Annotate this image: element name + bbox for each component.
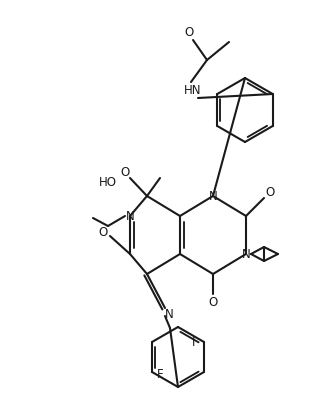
Text: O: O bbox=[208, 295, 218, 308]
Text: O: O bbox=[185, 25, 194, 38]
Text: N: N bbox=[209, 189, 217, 202]
Text: O: O bbox=[120, 166, 130, 180]
Text: N: N bbox=[126, 209, 134, 222]
Text: I: I bbox=[192, 335, 196, 348]
Text: N: N bbox=[165, 308, 173, 321]
Text: N: N bbox=[242, 247, 250, 261]
Text: F: F bbox=[157, 368, 163, 380]
Text: HO: HO bbox=[99, 175, 117, 189]
Text: O: O bbox=[265, 187, 274, 200]
Text: O: O bbox=[98, 225, 108, 238]
Text: HN: HN bbox=[184, 83, 202, 97]
